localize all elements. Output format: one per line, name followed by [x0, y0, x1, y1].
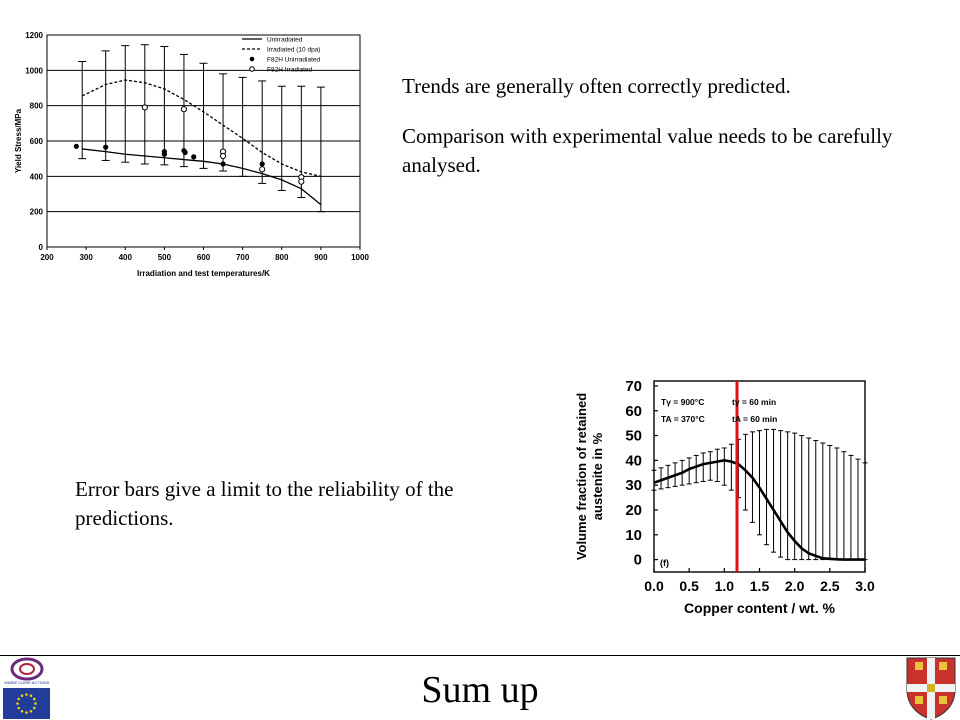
- comparison-text: Comparison with experimental value needs…: [402, 124, 893, 177]
- point-unirradiated: [73, 143, 79, 149]
- eu-star: [34, 702, 37, 705]
- annotation-t-gamma-time: tγ = 60 min: [732, 397, 776, 407]
- annotation-t-gamma: Tγ = 900°C: [661, 397, 704, 407]
- y-tick-label: 800: [30, 102, 44, 111]
- y-tick-label: 50: [625, 428, 642, 445]
- footer-divider: [0, 655, 960, 656]
- university-crest-icon: [906, 657, 956, 720]
- point-unirradiated: [182, 149, 188, 156]
- eu-star: [20, 709, 24, 713]
- point-irradiated: [219, 152, 227, 160]
- y-tick-label: 40: [625, 452, 642, 469]
- y-tick-label: 0: [634, 552, 642, 569]
- x-tick-label: 400: [119, 253, 133, 262]
- y-axis-label: Yield Stress/MPa: [14, 108, 23, 173]
- y-axis-label-line2: austenite in %: [590, 432, 605, 520]
- marie-curie-logo: MARIE CURIE ACTIONS: [5, 657, 50, 685]
- legend-f82h-irradiated-label: F82H Irradiated: [267, 67, 313, 74]
- unirradiated-line: [82, 148, 322, 206]
- annotation-ta-time: tA = 60 min: [732, 414, 777, 424]
- austenite-fraction-chart: 0 10 20 30 40 50 60 70 0.0 0.5 1.0 1.5 2.0 2.5 3.0 Copp…: [574, 378, 875, 616]
- eu-flag-icon: [3, 688, 50, 719]
- x-tick-label: 1.0: [715, 578, 735, 594]
- eu-star: [16, 702, 19, 705]
- legend-f82h-unirradiated-label: F82H Unirradiated: [267, 57, 320, 64]
- x-tick-label: 500: [158, 253, 172, 262]
- x-tick-label: 0.5: [679, 578, 699, 594]
- error-bars-text: Error bars give a limit to the reliabili…: [75, 477, 454, 530]
- legend-f82h-unirradiated-swatch: [249, 56, 255, 62]
- x-tick-label: 1000: [351, 253, 369, 262]
- eu-star: [17, 697, 21, 701]
- point-irradiated: [259, 166, 266, 173]
- y-tick-label: 30: [625, 477, 642, 494]
- legend-f82h-irradiated-swatch: [249, 66, 255, 72]
- y-tick-label: 60: [625, 403, 642, 420]
- eu-star: [29, 694, 33, 698]
- point-irradiated: [180, 106, 188, 113]
- x-tick-label: 800: [275, 253, 289, 262]
- austenite-line: [653, 459, 865, 561]
- x-tick-label: 0.0: [644, 578, 664, 594]
- y-tick-label: 0: [39, 243, 44, 252]
- x-tick-label: 2.0: [785, 578, 805, 594]
- point-irradiated: [298, 178, 305, 185]
- trends-text: Trends are generally often correctly pre…: [402, 74, 791, 98]
- y-axis-label-line1: Volume fraction of retained: [574, 393, 589, 560]
- y-tick-label: 70: [625, 378, 642, 395]
- point-unirradiated: [161, 151, 167, 157]
- x-tick-label: 3.0: [855, 578, 875, 594]
- eu-star: [20, 694, 24, 698]
- eu-star: [29, 709, 33, 713]
- marie-curie-logo-text: MARIE CURIE ACTIONS: [5, 680, 50, 685]
- legend-unirradiated-label: Unirradiated: [267, 37, 303, 44]
- y-tick-label: 1200: [25, 31, 43, 40]
- eu-star: [32, 706, 36, 710]
- y-tick-label: 20: [625, 502, 642, 519]
- x-axis-label: Irradiation and test temperatures/K: [137, 269, 270, 278]
- annotation-ta: TA = 370°C: [661, 414, 705, 424]
- panel-label: (f): [660, 558, 669, 568]
- eu-star: [17, 706, 21, 710]
- x-tick-label: 300: [79, 253, 93, 262]
- irradiated-line: [81, 79, 322, 177]
- y-tick-label: 600: [30, 137, 44, 146]
- x-tick-label: 900: [314, 253, 328, 262]
- point-unirradiated: [220, 161, 226, 167]
- x-tick-label: 2.5: [820, 578, 840, 594]
- slide-title: Sum up: [421, 669, 539, 711]
- eu-star: [25, 693, 28, 696]
- x-axis-label: Copper content / wt. %: [684, 600, 835, 616]
- y-tick-label: 1000: [25, 66, 43, 75]
- y-tick-label: 400: [30, 172, 44, 181]
- x-tick-label: 700: [236, 253, 250, 262]
- point-unirradiated: [103, 144, 109, 150]
- x-tick-label: 600: [197, 253, 211, 262]
- eu-star: [25, 711, 28, 714]
- point-unirradiated: [191, 154, 197, 160]
- legend-irradiated-label: Irradiated (10 dpa): [267, 47, 320, 54]
- y-tick-label: 10: [625, 527, 642, 544]
- x-tick-label: 200: [40, 253, 54, 262]
- eu-star: [32, 697, 36, 701]
- x-tick-label: 1.5: [750, 578, 770, 594]
- y-tick-label: 200: [30, 208, 44, 217]
- point-irradiated: [141, 104, 148, 111]
- point-unirradiated: [259, 161, 265, 167]
